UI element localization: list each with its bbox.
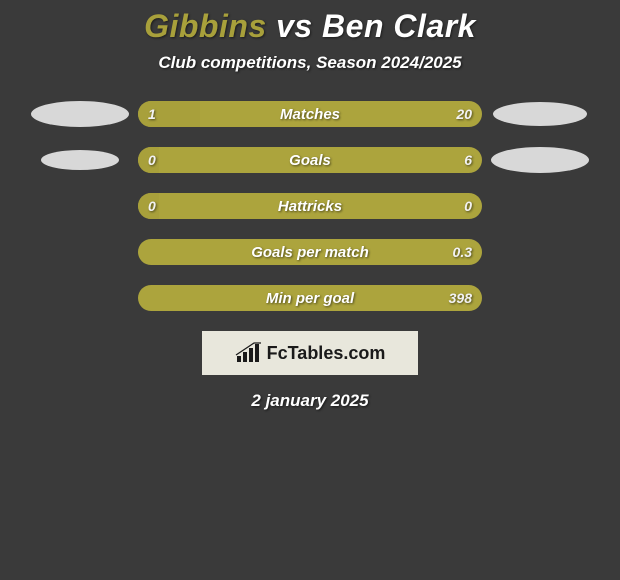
stat-rows: 120Matches06Goals00Hattricks0.3Goals per… — [0, 101, 620, 311]
stat-row: 00Hattricks — [0, 193, 620, 219]
ellipse-marker — [41, 150, 119, 170]
player1-name: Gibbins — [144, 8, 267, 44]
stat-value-right: 0.3 — [453, 239, 472, 265]
ellipse-marker — [493, 102, 587, 126]
marker-right — [490, 101, 590, 127]
ellipse-marker — [31, 101, 129, 127]
player2-name: Ben Clark — [322, 8, 476, 44]
bar-bg — [138, 285, 482, 311]
stat-row: 120Matches — [0, 101, 620, 127]
bar-bg — [138, 239, 482, 265]
stat-row: 06Goals — [0, 147, 620, 173]
stat-row: 398Min per goal — [0, 285, 620, 311]
subtitle: Club competitions, Season 2024/2025 — [0, 53, 620, 73]
branding: FcTables.com — [202, 331, 418, 375]
marker-left — [30, 285, 130, 311]
bar-bg — [138, 147, 482, 173]
bar-chart-icon — [235, 342, 263, 364]
marker-left — [30, 239, 130, 265]
stat-value-left: 0 — [148, 193, 156, 219]
marker-left — [30, 101, 130, 127]
date: 2 january 2025 — [0, 391, 620, 411]
stat-bar: 120Matches — [138, 101, 482, 127]
stat-value-left: 0 — [148, 147, 156, 173]
marker-right — [490, 193, 590, 219]
stat-bar: 00Hattricks — [138, 193, 482, 219]
vs-text: vs — [276, 8, 313, 44]
stat-bar: 06Goals — [138, 147, 482, 173]
title: Gibbins vs Ben Clark — [0, 8, 620, 45]
comparison-card: Gibbins vs Ben Clark Club competitions, … — [0, 0, 620, 411]
stat-value-right: 20 — [456, 101, 472, 127]
ellipse-marker — [491, 147, 589, 173]
stat-value-left: 1 — [148, 101, 156, 127]
stat-value-right: 6 — [464, 147, 472, 173]
marker-right — [490, 239, 590, 265]
stat-row: 0.3Goals per match — [0, 239, 620, 265]
bar-bg — [138, 193, 482, 219]
branding-text: FcTables.com — [267, 343, 386, 364]
marker-left — [30, 193, 130, 219]
marker-right — [490, 285, 590, 311]
marker-left — [30, 147, 130, 173]
stat-value-right: 398 — [449, 285, 472, 311]
stat-value-right: 0 — [464, 193, 472, 219]
stat-bar: 398Min per goal — [138, 285, 482, 311]
stat-bar: 0.3Goals per match — [138, 239, 482, 265]
marker-right — [490, 147, 590, 173]
